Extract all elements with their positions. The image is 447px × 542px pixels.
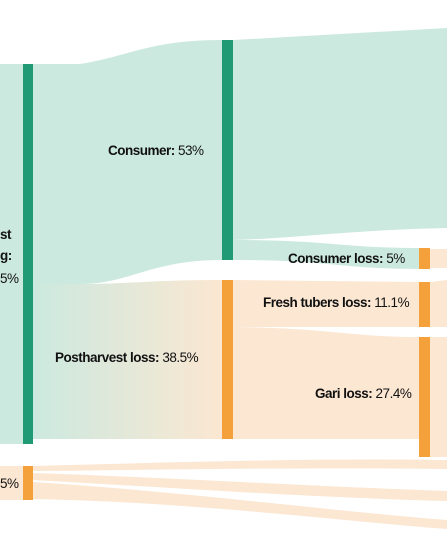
node-postharvest-loss xyxy=(222,280,233,439)
label-fresh-tubers-loss: Fresh tubers loss: 11.1% xyxy=(263,295,410,311)
flow-lower-node-band-3 xyxy=(33,482,447,529)
label-postharvest-loss-value: 38.5% xyxy=(162,350,199,365)
flow-processing-to-postharvest-loss xyxy=(33,280,222,439)
label-harvest-processing-line1: st xyxy=(0,227,12,242)
label-gari-loss-name: Gari loss: xyxy=(315,386,373,401)
flow-postharvest-to-fresh-tubers-loss xyxy=(233,280,419,327)
label-consumer-value: 53% xyxy=(178,143,204,158)
label-consumer-name: Consumer: xyxy=(108,143,175,158)
flow-lower-node-band-1 xyxy=(33,459,447,471)
flow-processing-to-consumer xyxy=(33,40,222,284)
label-gari-loss-value: 27.4% xyxy=(375,386,412,401)
flow-postharvest-to-gari-loss xyxy=(233,327,419,439)
label-postharvest-loss: Postharvest loss: 38.5% xyxy=(55,350,199,366)
flow-lower-node-band-2 xyxy=(33,473,447,501)
flow-consumer-to-consumer-loss xyxy=(233,240,419,269)
label-harvest-processing-value: 5% xyxy=(0,271,19,286)
label-postharvest-loss-name: Postharvest loss: xyxy=(55,350,160,365)
label-consumer-loss: Consumer loss: 5% xyxy=(288,251,405,267)
label-consumer-loss-value: 5% xyxy=(386,251,405,266)
node-consumer xyxy=(222,40,233,260)
label-lower-node-value: 5% xyxy=(0,476,19,491)
node-gari-loss xyxy=(419,337,430,457)
flow-consumer-loss-onward xyxy=(430,249,447,268)
flow-fresh-tubers-loss-onward xyxy=(430,280,447,327)
label-harvest-processing-line2: g: xyxy=(0,248,12,263)
label-consumer: Consumer: 53% xyxy=(108,143,204,159)
node-lower xyxy=(23,466,33,500)
flow-gari-loss-onward xyxy=(430,337,447,457)
flow-into-lower-node xyxy=(0,466,23,500)
node-fresh-tubers-loss xyxy=(419,282,430,327)
label-consumer-loss-name: Consumer loss: xyxy=(288,251,384,266)
flow-into-harvest-processing xyxy=(0,64,23,444)
node-consumer-loss xyxy=(419,248,430,269)
label-fresh-tubers-loss-name: Fresh tubers loss: xyxy=(263,295,372,310)
label-fresh-tubers-loss-value: 11.1% xyxy=(374,295,410,310)
label-gari-loss: Gari loss: 27.4% xyxy=(315,386,412,402)
flow-consumer-onward xyxy=(233,28,447,240)
node-harvest-processing xyxy=(23,64,33,444)
